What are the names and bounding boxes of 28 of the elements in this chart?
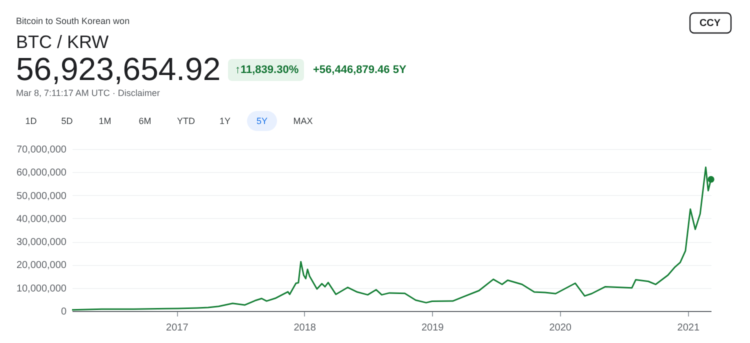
y-tick-label: 50,000,000 <box>16 190 67 202</box>
text: Mar 8, 7:11:17 AM UTC · Disclaimer <box>16 88 160 98</box>
text: 56,923,654.92 <box>16 51 221 87</box>
text: 1M <box>98 116 112 126</box>
x-tick-label: 2018 <box>294 322 316 334</box>
chart-title: BTC / KRW <box>16 32 109 52</box>
text: YTD <box>177 116 196 126</box>
text: 1D <box>25 116 38 126</box>
y-tick-label: 20,000,000 <box>16 260 67 272</box>
x-tick-label: 2017 <box>166 322 189 334</box>
y-tick-label: 70,000,000 <box>16 144 67 156</box>
text: ↑11,839.30% <box>235 64 299 76</box>
y-tick-label: 40,000,000 <box>16 214 67 225</box>
text: CCY <box>699 18 721 29</box>
y-tick-label: 0 <box>60 306 67 318</box>
text: 6M <box>138 116 152 126</box>
y-tick-label: 30,000,000 <box>16 237 67 248</box>
text: MAX <box>293 116 313 126</box>
text: 1Y <box>219 116 231 126</box>
text: 5D <box>61 116 74 126</box>
y-tick-label: 10,000,000 <box>16 283 67 294</box>
x-tick-label: 2021 <box>677 322 700 334</box>
x-tick-label: 2020 <box>549 322 572 334</box>
y-tick-label: 60,000,000 <box>16 168 67 179</box>
chart-subtitle: Bitcoin to South Korean won <box>16 16 130 26</box>
text: 5Y <box>256 116 268 126</box>
x-tick-label: 2019 <box>421 322 444 334</box>
text: +56,446,879.46 5Y <box>313 64 407 76</box>
